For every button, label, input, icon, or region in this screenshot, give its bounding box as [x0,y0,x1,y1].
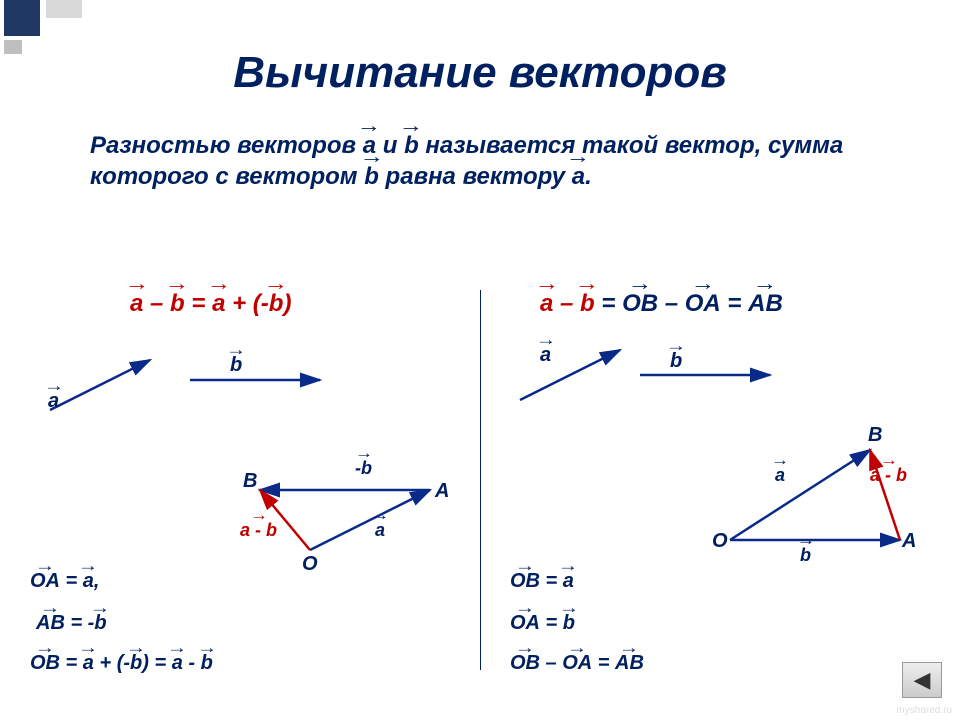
r-label-amb: a - b [870,465,907,486]
lf-p: + (- [225,290,268,317]
r-label-a2: a [775,465,785,486]
l-label-a2: a [375,520,385,541]
l-point-B: B [243,470,257,493]
chevron-left-icon: ◀ [914,667,931,693]
def-p4: равна вектору [379,163,572,190]
r-label-b2: b [800,545,811,566]
r-point-B: B [868,424,882,447]
l-eq3-b: b [130,652,142,675]
vertical-divider [480,290,481,670]
l-label-mb-t: -b [355,458,372,479]
r-label-a-t: a [540,344,551,367]
l-label-a-t: a [48,390,59,413]
r-eq2-OA: OA [510,612,540,635]
l-eq3: OB = a + (-b) = a - b [30,652,213,675]
page-title: Вычитание векторов [0,48,960,98]
rf-a: a [540,290,553,318]
r-label-a: a [540,344,551,367]
decor-top [0,0,960,40]
r-point-A: A [902,530,916,553]
r-label-amb-t: a - b [870,465,907,486]
right-panel: a b a a - b b B A O OB = a OA = b OB – O… [500,330,940,680]
right-formula: a – b = OB – OA = AB [540,290,783,318]
prev-slide-button[interactable]: ◀ [902,662,942,698]
lf-b2: b [269,290,284,318]
r-eq3-OB: OB [510,652,540,675]
decor-sq-2 [46,0,82,18]
watermark: myshared.ru [896,705,952,716]
l-eq3-b2: b [201,652,213,675]
l-eq1: OA = a, [30,570,99,593]
left-panel: a b -b a - b a A B O OA = a, AB = -b OB … [30,330,470,680]
l-point-O: O [302,553,318,576]
def-vec-b2: b [364,161,379,192]
l-eq1-a: a [83,570,94,593]
r-eq1-a: a [563,570,574,593]
right-vec-OB [730,450,870,540]
l-eq2-AB: AB [36,612,65,635]
def-vec-a2: a [572,161,585,192]
r-label-a2-t: a [775,465,785,486]
r-point-O: O [712,530,728,553]
r-label-b-t: b [670,350,682,373]
l-eq3-OB: OB [30,652,60,675]
rf-b: b [580,290,595,318]
l-label-b-t: b [230,354,242,377]
rf-oa: OA [685,290,721,318]
left-vec-a-free [50,360,150,410]
r-eq2-b: b [563,612,575,635]
r-eq3-m: – [540,652,562,674]
r-eq3: OB – OA = AB [510,652,644,675]
l-label-amb-t: a - b [240,520,277,541]
rf-m2: – [658,290,685,317]
definition-text: Разностью векторов a и b называется тако… [90,130,890,192]
r-eq2: OA = b [510,612,575,635]
l-eq3-p: + (- [94,652,130,674]
r-label-b2-t: b [800,545,811,566]
l-label-a2-t: a [375,520,385,541]
l-eq2-b: b [94,612,106,635]
rf-ab: AB [748,290,783,318]
rf-eq2: = [721,290,748,317]
lf-a: a [130,290,143,318]
lf-a2: a [212,290,225,318]
l-label-amb: a - b [240,520,277,541]
l-eq1-OA: OA [30,570,60,593]
r-eq3-AB: AB [615,652,644,675]
l-label-a: a [48,390,59,413]
l-point-A: A [435,480,449,503]
l-eq3-a2: a [172,652,183,675]
lf-b: b [170,290,185,318]
left-formula: a – b = a + (-b) [130,290,291,318]
l-eq3-a: a [83,652,94,675]
l-label-b: b [230,354,242,377]
right-vec-a-free [520,350,620,400]
l-label-mb: -b [355,458,372,479]
r-eq3-eq: = [592,652,615,674]
def-p1: Разностью векторов [90,132,363,159]
r-label-b: b [670,350,682,373]
r-eq3-OA: OA [562,652,592,675]
r-eq1: OB = a [510,570,574,593]
l-eq2: AB = -b [36,612,107,635]
def-vec-b: b [404,130,419,161]
rf-ob: OB [622,290,658,318]
decor-sq-1 [4,0,40,36]
r-eq1-OB: OB [510,570,540,593]
